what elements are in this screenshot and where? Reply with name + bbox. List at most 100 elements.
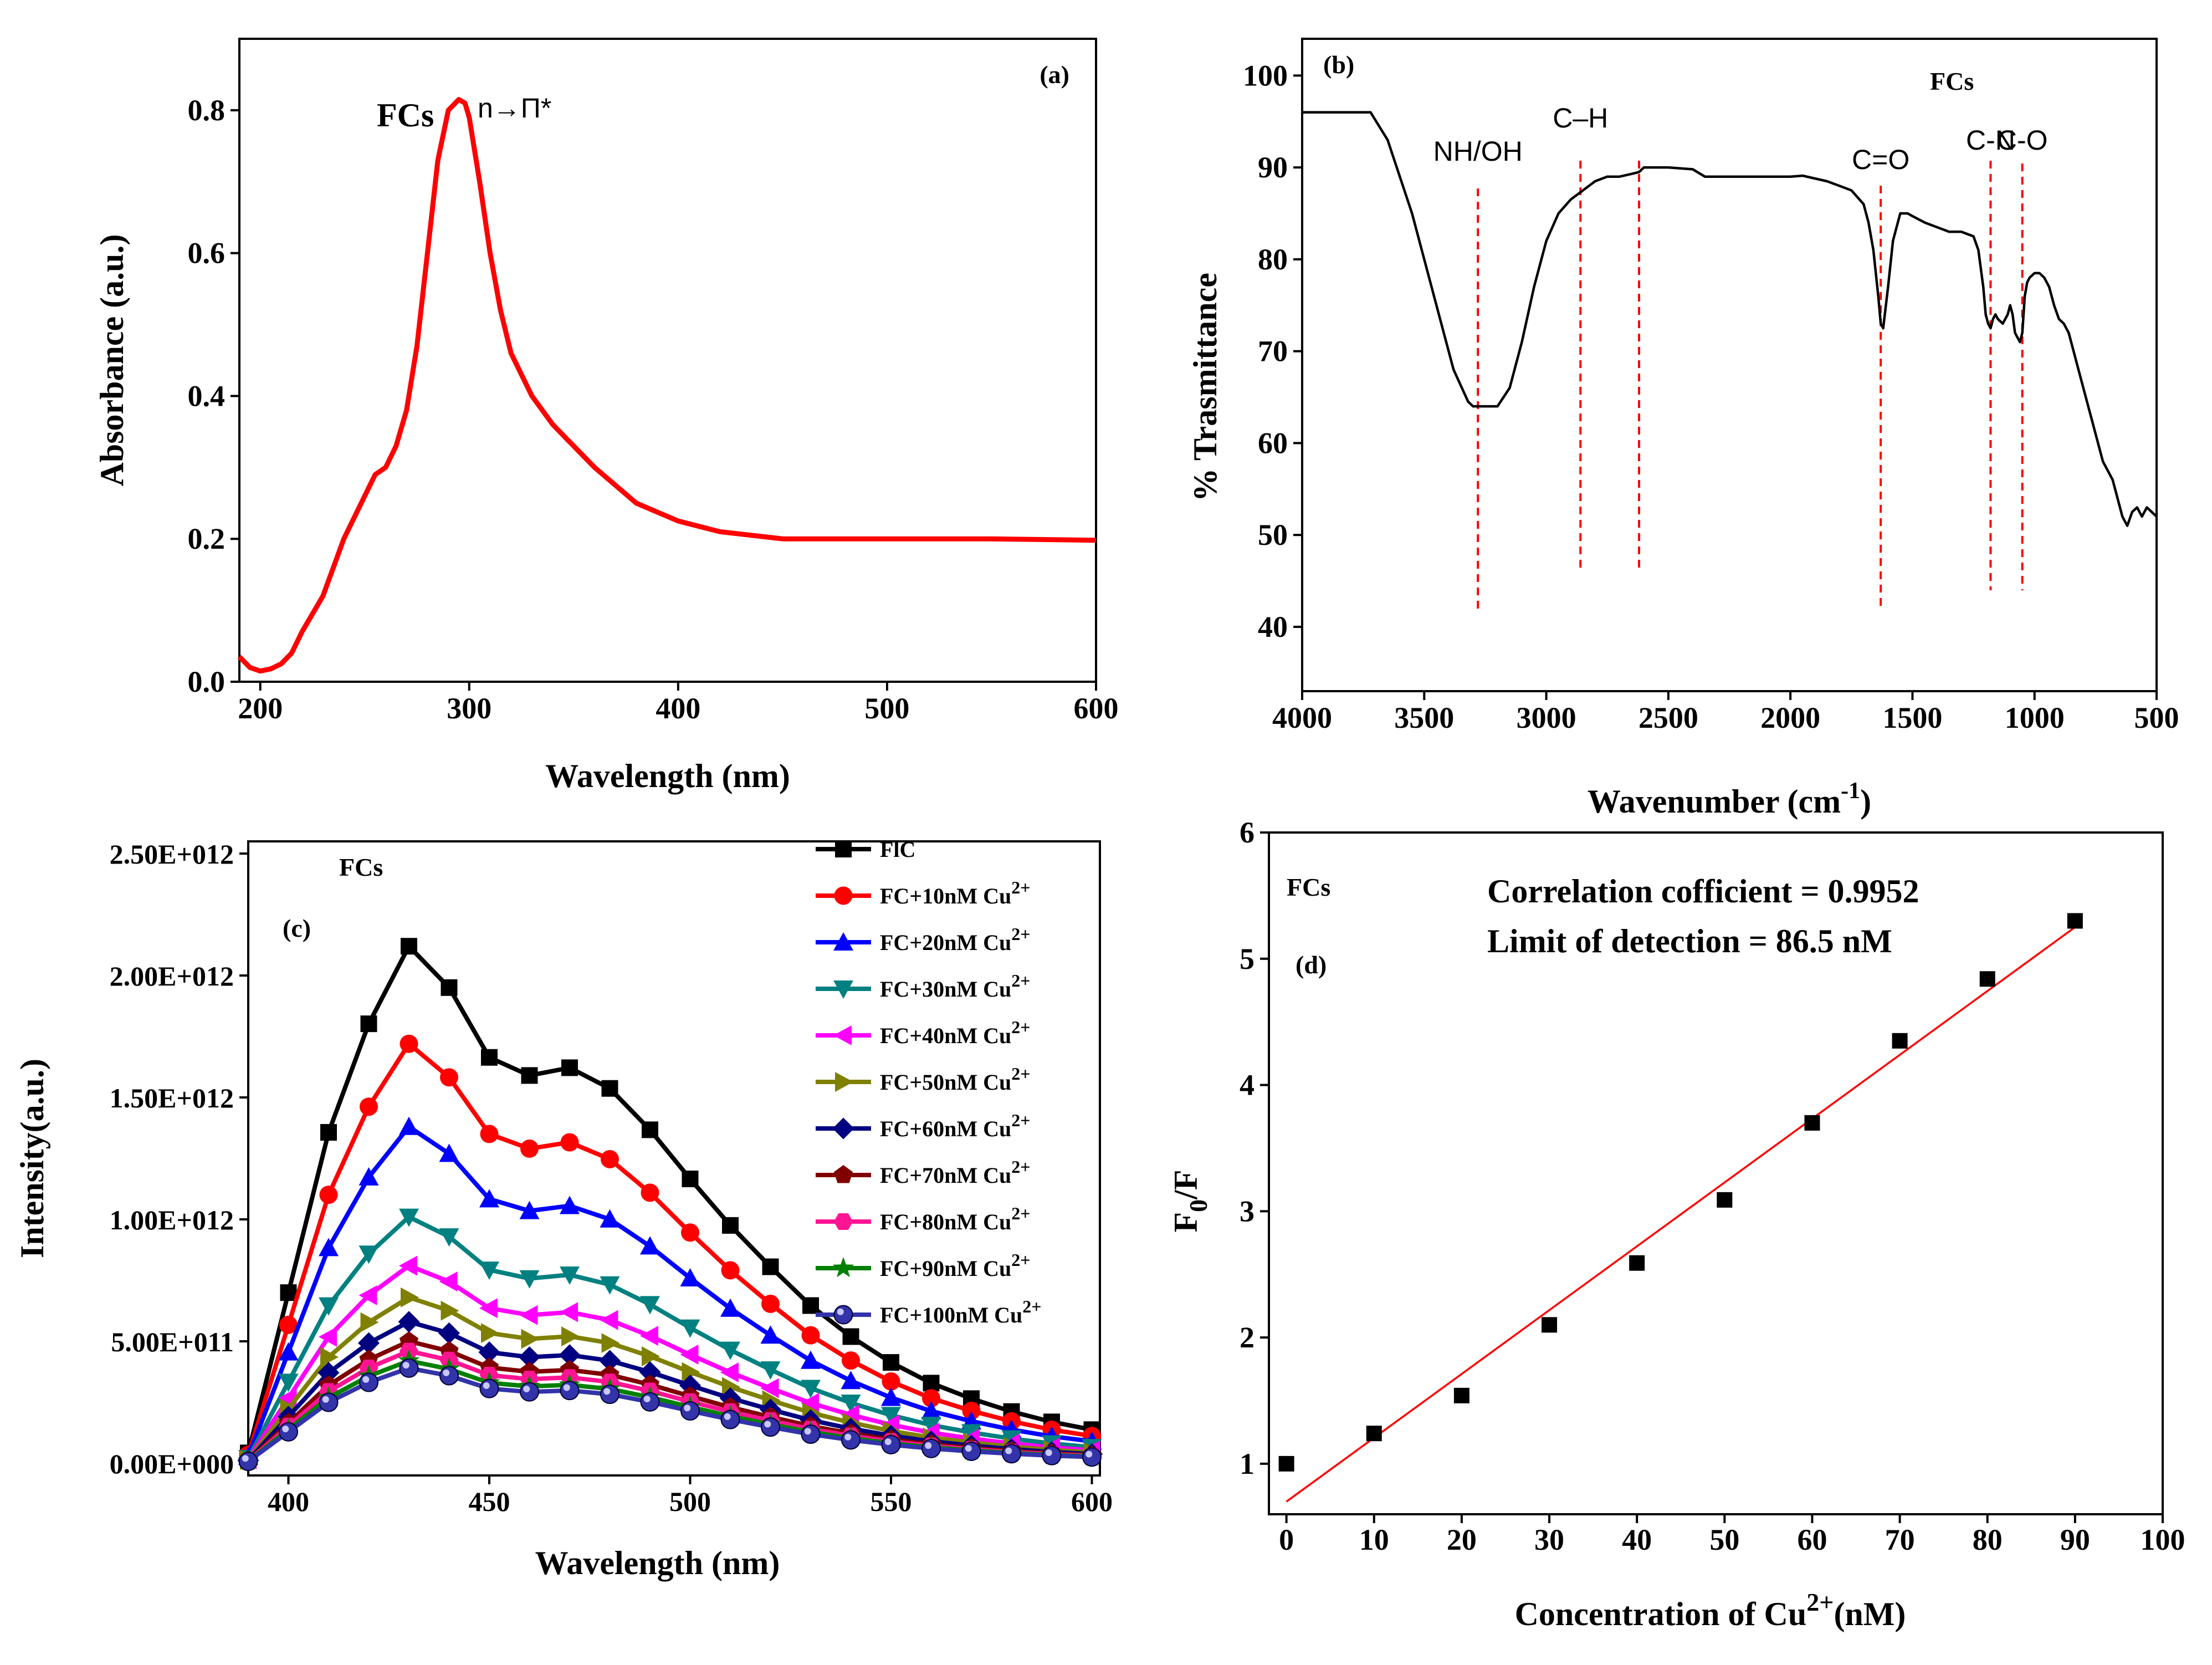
x-tick-label: 90 <box>2060 1523 2090 1556</box>
data-marker-highlight <box>282 1426 289 1433</box>
legend-label: FC+20nM Cu2+ <box>880 924 1030 955</box>
y-tick-label: 3 <box>1240 1194 1255 1228</box>
data-point <box>921 1417 941 1436</box>
legend-marker <box>833 932 853 951</box>
data-marker-highlight <box>925 1442 932 1449</box>
data-point <box>359 1167 379 1186</box>
x-tick-label: 3000 <box>1517 701 1576 734</box>
data-point <box>881 1387 901 1406</box>
data-point <box>760 1325 781 1344</box>
data-point <box>318 1362 340 1384</box>
y-tick-label: 6 <box>1240 816 1255 849</box>
data-point <box>279 1315 298 1334</box>
data-point <box>841 1371 861 1390</box>
y-tick-label: 2 <box>1240 1321 1255 1354</box>
x-tick-label: 60 <box>1797 1523 1827 1556</box>
data-point <box>479 1189 499 1208</box>
data-point <box>841 1395 861 1413</box>
data-marker-highlight <box>684 1404 691 1412</box>
legend-marker <box>834 886 853 905</box>
data-point <box>399 1358 419 1378</box>
data-point <box>762 1258 779 1275</box>
data-point <box>279 1422 298 1442</box>
x-tick-label: 2000 <box>1760 701 1820 734</box>
legend-marker <box>835 841 852 857</box>
data-point <box>883 1354 899 1371</box>
data-point <box>1453 1387 1469 1403</box>
data-point <box>360 1312 379 1332</box>
y-tick-label: 100 <box>1243 59 1288 92</box>
legend-entry: FC+20nM Cu2+ <box>816 924 1030 955</box>
data-point <box>881 1435 901 1455</box>
data-point <box>438 1322 460 1344</box>
data-point <box>841 1430 861 1450</box>
data-point <box>2067 913 2083 929</box>
data-point <box>238 1452 258 1472</box>
band-label: C-O <box>1997 125 2048 156</box>
data-point <box>682 1170 699 1187</box>
x-tick-label: 30 <box>1534 1523 1564 1556</box>
legend-entry: FC+30nM Cu2+ <box>816 971 1030 1002</box>
data-point <box>479 1378 499 1398</box>
series-10 <box>238 1358 1102 1472</box>
data-point <box>640 1326 658 1346</box>
y-tick-label: 0.4 <box>188 379 226 412</box>
x-tick-label: 70 <box>1885 1523 1915 1556</box>
data-marker-highlight <box>643 1396 651 1403</box>
panel-c-fluorescence-chart: 400 450 500 550 600 0.00E+000 5.00E+011 1.00E+0… <box>14 837 1113 1581</box>
data-point <box>359 1285 377 1306</box>
detection-limit-annotation: Limit of detection = 86.5 nM <box>1487 923 1892 959</box>
data-point <box>639 1361 661 1383</box>
data-point <box>721 1261 740 1280</box>
x-tick-label: 550 <box>871 1486 912 1517</box>
data-point <box>921 1401 941 1419</box>
data-point <box>439 1366 459 1386</box>
sample-label: FCs <box>1930 67 1974 95</box>
series-line-fcs <box>237 97 1097 674</box>
legend-entry: FC+90nM Cu2+ <box>816 1250 1030 1281</box>
x-tick-label: 500 <box>2134 701 2179 734</box>
data-point <box>680 1319 700 1338</box>
data-point <box>479 1261 499 1280</box>
series-line <box>246 944 1093 1454</box>
data-point <box>760 1378 779 1398</box>
y-tick-label: 1.00E+012 <box>110 1204 234 1235</box>
y-tick-label: 0.8 <box>188 94 226 127</box>
data-point <box>599 1350 621 1372</box>
y-tick-label: 0.0 <box>188 665 226 698</box>
legend-entry: FC+70nM Cu2+ <box>816 1157 1030 1188</box>
data-marker-highlight <box>844 1433 852 1441</box>
data-point <box>720 1409 740 1429</box>
y-tick-label: 5 <box>1240 942 1255 975</box>
legend-label: FC+80nM Cu2+ <box>880 1203 1030 1234</box>
data-point <box>559 1344 581 1366</box>
plot-frame <box>1268 831 2164 1515</box>
data-point <box>640 1236 660 1255</box>
data-point <box>601 1080 618 1097</box>
x-tick-label: 3500 <box>1394 701 1454 734</box>
data-point <box>479 1298 498 1319</box>
data-marker-highlight <box>884 1438 892 1446</box>
data-point <box>600 1209 620 1228</box>
data-point <box>441 979 458 996</box>
y-tick-label: 0.2 <box>188 522 226 555</box>
data-marker-highlight <box>837 1308 844 1315</box>
data-point <box>601 1150 619 1168</box>
data-point <box>478 1341 500 1363</box>
data-marker-highlight <box>1045 1449 1052 1457</box>
legend-marker <box>832 1257 854 1278</box>
data-point <box>560 1133 579 1152</box>
data-point <box>1278 1455 1294 1472</box>
data-point <box>1002 1444 1021 1464</box>
x-tick-label: 40 <box>1622 1523 1652 1556</box>
data-point <box>520 1139 539 1158</box>
x-tick-label: 4000 <box>1272 701 1332 734</box>
x-tick-label: 400 <box>268 1486 309 1517</box>
data-point <box>600 1310 618 1330</box>
data-point <box>319 1326 337 1347</box>
x-tick-label: 1500 <box>1882 701 1942 734</box>
data-point <box>560 1381 580 1401</box>
data-point <box>761 1417 780 1437</box>
data-point <box>682 1362 700 1382</box>
data-point <box>640 1296 660 1315</box>
